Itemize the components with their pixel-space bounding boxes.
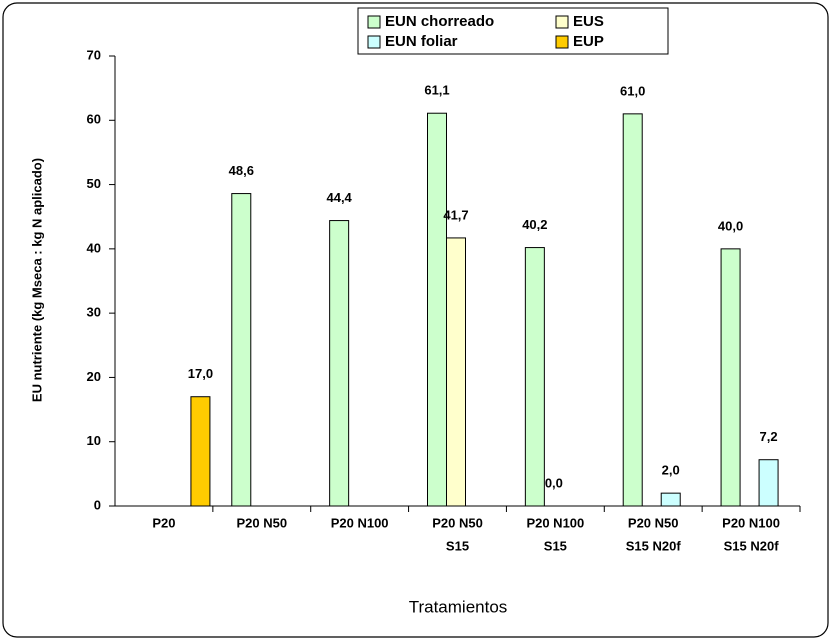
x-tick-label: P20 N100	[526, 515, 584, 530]
x-tick-label: P20 N50	[432, 515, 483, 530]
y-axis-title: EU nutriente (kg Mseca : kg N aplicado)	[29, 158, 44, 402]
data-label: 61,1	[424, 83, 449, 98]
legend-swatch	[555, 15, 569, 29]
data-label: 7,2	[760, 429, 778, 444]
x-tick-label: S15 N20f	[724, 538, 780, 553]
bar	[231, 193, 252, 507]
bar	[758, 459, 779, 507]
data-label: 48,6	[229, 163, 254, 178]
y-tick-label: 40	[87, 240, 101, 255]
data-label: 44,4	[326, 190, 352, 205]
legend-label: EUS	[573, 13, 604, 30]
y-tick-label: 30	[87, 305, 101, 320]
bar	[622, 113, 643, 507]
x-axis-title: Tratamientos	[409, 597, 508, 616]
bar	[524, 247, 545, 507]
legend-swatch	[555, 35, 569, 49]
data-label: 61,0	[620, 83, 645, 98]
bar	[446, 237, 466, 507]
y-tick-label: 60	[87, 112, 101, 127]
x-tick-label: P20	[152, 515, 175, 530]
data-label: 40,0	[718, 218, 743, 233]
x-tick-label: P20 N100	[722, 515, 780, 530]
legend-swatch	[367, 15, 381, 29]
data-label: 2,0	[662, 463, 680, 478]
legend-label: EUP	[573, 33, 604, 50]
bar	[720, 248, 741, 507]
legend-label: EUN foliar	[385, 33, 458, 50]
legend-swatch	[367, 35, 381, 49]
y-tick-label: 20	[87, 369, 101, 384]
x-tick-label: P20 N100	[331, 515, 389, 530]
y-tick-label: 70	[87, 47, 101, 62]
x-tick-label: S15 N20f	[626, 538, 682, 553]
data-label: 0,0	[545, 475, 563, 490]
y-tick-label: 50	[87, 176, 101, 191]
legend-box	[357, 7, 669, 55]
x-tick-label: S15	[446, 538, 469, 553]
y-tick-label: 0	[94, 497, 101, 512]
bar	[660, 492, 681, 507]
x-tick-label: P20 N50	[236, 515, 287, 530]
x-tick-label: S15	[544, 538, 567, 553]
bar	[190, 396, 211, 507]
legend-label: EUN chorreado	[385, 13, 494, 30]
data-label: 17,0	[188, 366, 213, 381]
y-tick-label: 10	[87, 433, 101, 448]
data-label: 40,2	[522, 217, 547, 232]
data-label: 41,7	[443, 207, 468, 222]
bar	[329, 220, 350, 507]
bar	[427, 112, 447, 507]
x-tick-label: P20 N50	[628, 515, 679, 530]
